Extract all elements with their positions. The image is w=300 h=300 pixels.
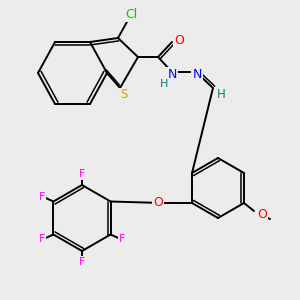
Text: F: F xyxy=(118,235,125,244)
Text: F: F xyxy=(39,235,46,244)
Text: F: F xyxy=(39,191,46,202)
Text: S: S xyxy=(120,88,128,101)
Text: N: N xyxy=(192,68,202,80)
Text: H: H xyxy=(160,79,168,89)
Text: F: F xyxy=(79,169,85,179)
Text: N: N xyxy=(167,68,177,80)
Text: O: O xyxy=(153,196,163,209)
Text: H: H xyxy=(217,88,225,100)
Text: O: O xyxy=(257,208,267,221)
Text: Cl: Cl xyxy=(125,8,137,20)
Text: F: F xyxy=(79,257,85,267)
Text: O: O xyxy=(174,34,184,46)
